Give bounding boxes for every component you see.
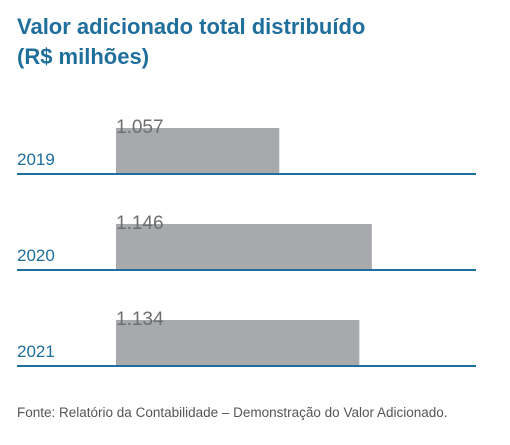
bar-2019 <box>116 128 280 174</box>
value-label-2021: 1.134 <box>116 309 164 330</box>
bar-chart: 1.057 2019 1.146 2020 1.134 2021 <box>17 117 476 367</box>
source-footnote: Fonte: Relatório da Contabilidade – Demo… <box>17 405 448 420</box>
chart-title: Valor adicionado total distribuído (R$ m… <box>17 12 497 72</box>
year-label-2021: 2021 <box>17 342 55 361</box>
year-label-2019: 2019 <box>17 150 55 169</box>
value-label-2020: 1.146 <box>116 213 164 234</box>
year-label-2020: 2020 <box>17 246 55 265</box>
value-label-2019: 1.057 <box>116 117 164 138</box>
chart-title-line-2: (R$ milhões) <box>17 44 150 69</box>
bar-2021 <box>116 320 360 366</box>
chart-title-line-1: Valor adicionado total distribuído <box>17 14 366 39</box>
bar-2020 <box>116 224 372 270</box>
